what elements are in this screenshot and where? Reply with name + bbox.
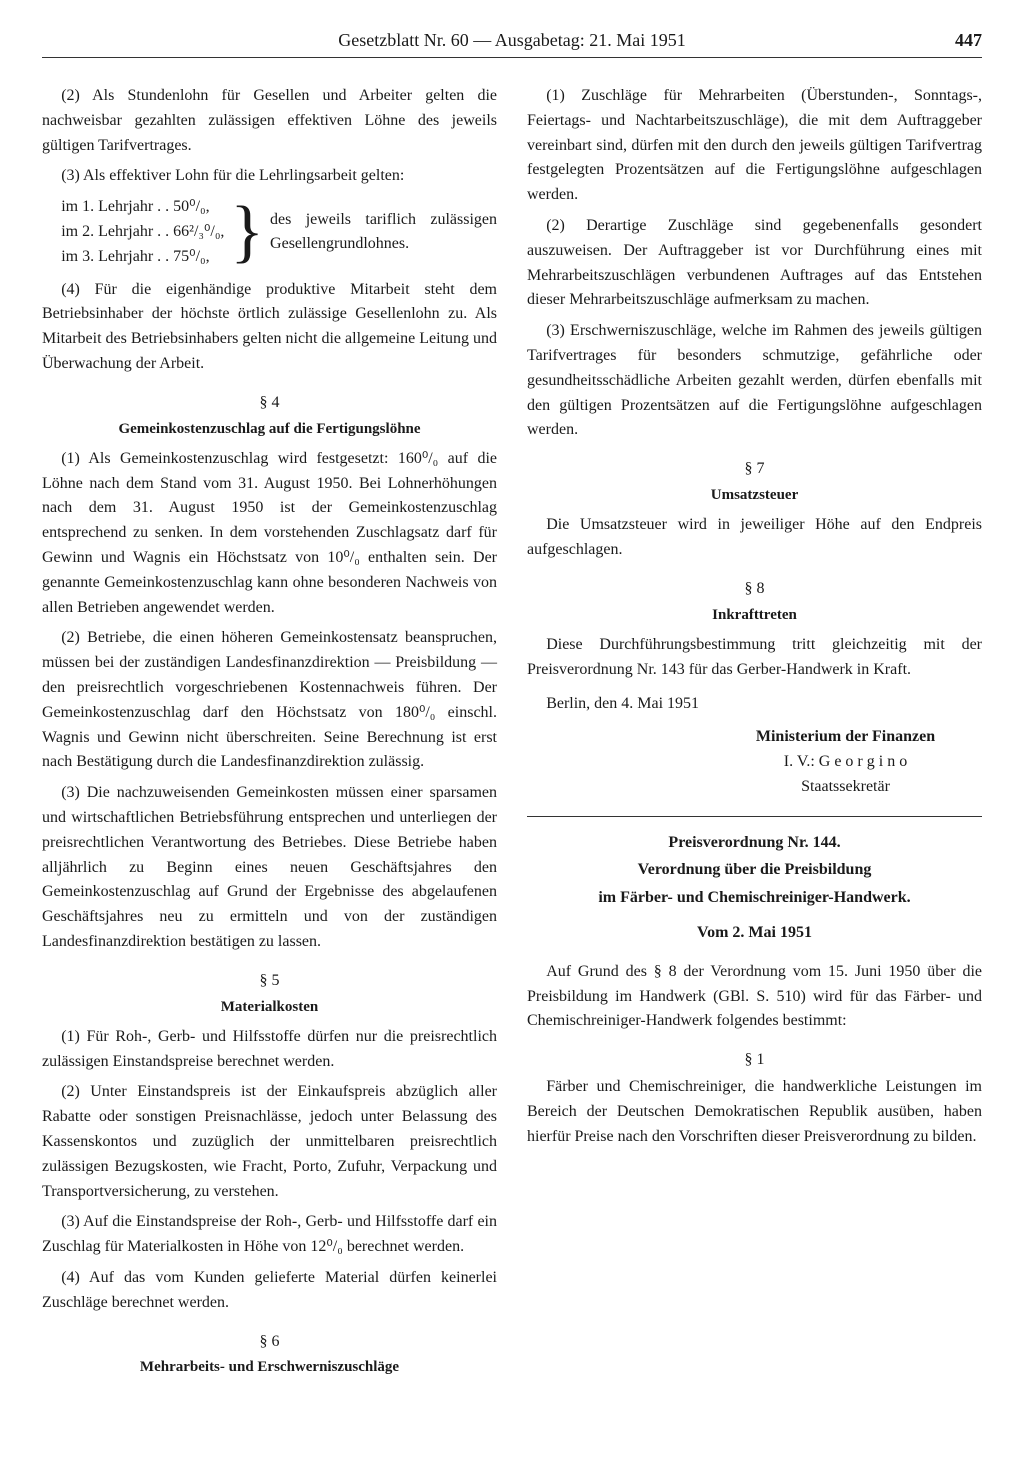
para-2: (2) Als Stundenlohn für Gesellen und Arb… <box>42 84 497 158</box>
section-4-title: Gemeinkostenzuschlag auf die Fertigungsl… <box>42 418 497 441</box>
sig-title: Staatssekretär <box>709 775 982 800</box>
s6-p3: (3) Erschwerniszuschläge, welche im Rahm… <box>527 319 982 443</box>
ordinance-date: Vom 2. Mai 1951 <box>527 921 982 946</box>
date-place: Berlin, den 4. Mai 1951 <box>527 692 982 717</box>
s5-p3: (3) Auf die Einstandspreise der Roh-, Ge… <box>42 1210 497 1260</box>
section-7-num: § 7 <box>527 457 982 482</box>
ordinance-number: Preisverordnung Nr. 144. <box>527 831 982 856</box>
divider <box>527 816 982 817</box>
sig-ministry: Ministerium der Finanzen <box>709 725 982 750</box>
brace-icon: } <box>230 197 264 267</box>
s8-p: Diese Durchführungsbestimmung tritt glei… <box>527 633 982 683</box>
body-columns: (2) Als Stundenlohn für Gesellen und Arb… <box>42 84 982 1434</box>
section-6-title: Mehrarbeits- und Erschwerniszuschläge <box>42 1356 497 1379</box>
para-3-intro: (3) Als effektiver Lohn für die Lehrling… <box>42 164 497 189</box>
s4-p2: (2) Betriebe, die einen höheren Gemeinko… <box>42 626 497 775</box>
section-5-num: § 5 <box>42 969 497 994</box>
section-8-num: § 8 <box>527 577 982 602</box>
ordinance-title-2: im Färber- und Chemischreiniger-Handwerk… <box>527 886 982 911</box>
ord-s1-num: § 1 <box>527 1048 982 1073</box>
section-8-title: Inkrafttreten <box>527 604 982 627</box>
section-6-num: § 6 <box>42 1330 497 1355</box>
lehrjahr-3: im 3. Lehrjahr . . 75⁰/₀, <box>61 245 224 270</box>
page-header: Gesetzblatt Nr. 60 — Ausgabetag: 21. Mai… <box>42 30 982 58</box>
s6-p1: (1) Zuschläge für Mehrarbeiten (Überstun… <box>527 84 982 208</box>
s4-p3: (3) Die nachzuweisenden Gemeinkosten müs… <box>42 781 497 955</box>
page-number: 447 <box>955 30 982 51</box>
s4-p1: (1) Als Gemeinkostenzuschlag wird festge… <box>42 447 497 621</box>
page: Gesetzblatt Nr. 60 — Ausgabetag: 21. Mai… <box>0 0 1024 1464</box>
s5-p2: (2) Unter Einstandspreis ist der Einkauf… <box>42 1080 497 1204</box>
section-4-num: § 4 <box>42 391 497 416</box>
lehrjahr-table: im 1. Lehrjahr . . 50⁰/₀, im 2. Lehrjahr… <box>61 195 497 269</box>
lehrjahr-1: im 1. Lehrjahr . . 50⁰/₀, <box>61 195 224 220</box>
section-7-title: Umsatzsteuer <box>527 484 982 507</box>
ord-s1-p: Färber und Chemischreiniger, die handwer… <box>527 1075 982 1149</box>
section-5-title: Materialkosten <box>42 996 497 1019</box>
s5-p1: (1) Für Roh-, Gerb- und Hilfsstoffe dürf… <box>42 1025 497 1075</box>
sig-name: I. V.: G e o r g i n o <box>709 750 982 775</box>
lehrjahr-list: im 1. Lehrjahr . . 50⁰/₀, im 2. Lehrjahr… <box>61 195 224 269</box>
s6-p2: (2) Derartige Zuschläge sind gegebenenfa… <box>527 214 982 313</box>
ordinance-title-block: Preisverordnung Nr. 144. Verordnung über… <box>527 831 982 911</box>
s5-p4: (4) Auf das vom Kunden gelieferte Materi… <box>42 1266 497 1316</box>
signature-block: Ministerium der Finanzen I. V.: G e o r … <box>709 725 982 799</box>
lehrjahr-2: im 2. Lehrjahr . . 66²/₃⁰/₀, <box>61 220 224 245</box>
ordinance-intro: Auf Grund des § 8 der Verordnung vom 15.… <box>527 960 982 1034</box>
lehrjahr-note: des jeweils tariflich zulässigen Geselle… <box>270 208 497 258</box>
header-text: Gesetzblatt Nr. 60 — Ausgabetag: 21. Mai… <box>338 30 685 50</box>
s7-p: Die Umsatzsteuer wird in jeweiliger Höhe… <box>527 513 982 563</box>
ordinance-title-1: Verordnung über die Preisbildung <box>527 858 982 883</box>
para-4: (4) Für die eigenhändige produktive Mita… <box>42 278 497 377</box>
